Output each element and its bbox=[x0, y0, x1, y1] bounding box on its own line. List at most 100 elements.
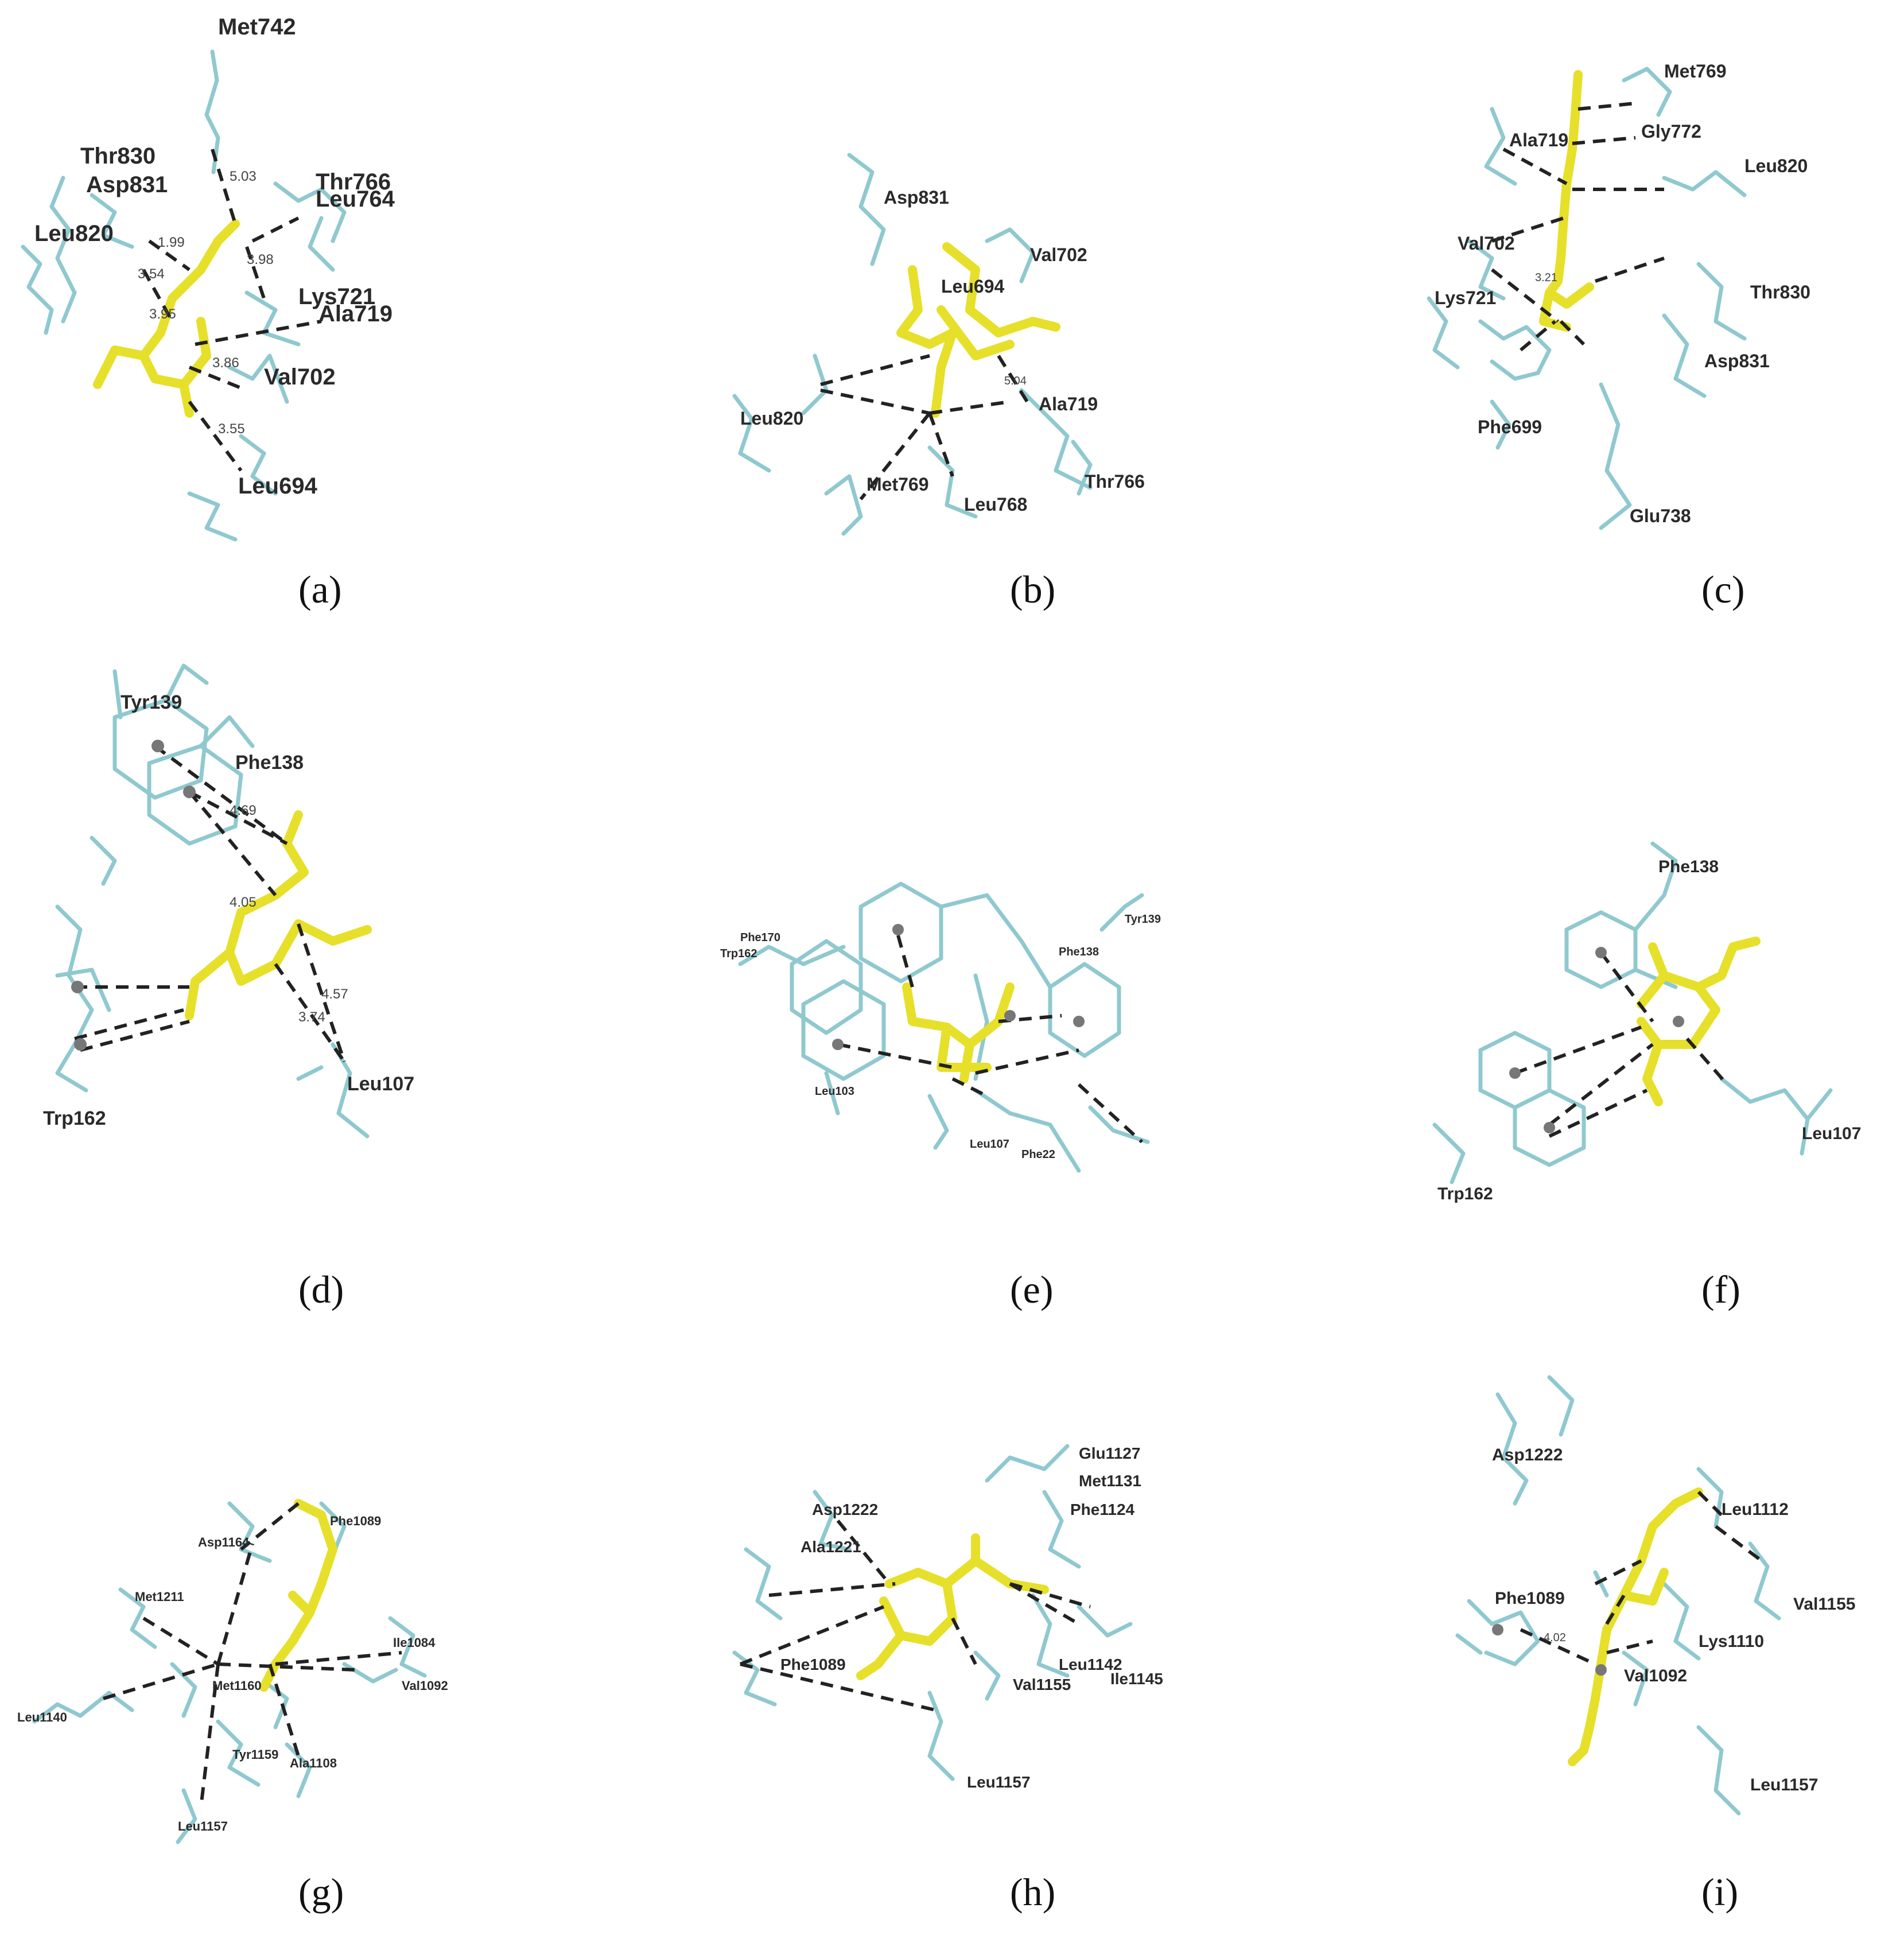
distance-label: 3.98 bbox=[247, 252, 274, 267]
residue-label: Asp1222 bbox=[812, 1501, 878, 1518]
residue-label: Ala1108 bbox=[290, 1756, 337, 1770]
residue-label: Leu764 bbox=[316, 186, 395, 212]
residue-label: Lys1110 bbox=[1699, 1632, 1764, 1651]
residue-label: Val1092 bbox=[402, 1678, 448, 1693]
residue-label: Val1155 bbox=[1793, 1595, 1855, 1614]
ligand bbox=[856, 1533, 1049, 1680]
residue-label: Leu1140 bbox=[17, 1710, 67, 1724]
residue-label: Leu107 bbox=[347, 1073, 414, 1095]
ligand bbox=[902, 982, 1015, 1083]
residue-label: Leu107 bbox=[1802, 1124, 1861, 1143]
residue-sticks bbox=[21, 49, 347, 542]
residue-sticks bbox=[1427, 67, 1747, 530]
residue-label: Met769 bbox=[866, 474, 929, 495]
distance-labels: 4.69 4.05 3.74 4.57 bbox=[230, 803, 348, 1025]
panel-label: (e) bbox=[1010, 1268, 1053, 1311]
ring-centroids bbox=[71, 740, 196, 1051]
residue-label: Leu107 bbox=[970, 1138, 1009, 1151]
residue-labels: Tyr139 Phe138 Trp162 Leu107 bbox=[43, 691, 414, 1129]
residue-label: Met769 bbox=[1664, 61, 1727, 81]
residue-label: Leu820 bbox=[1744, 156, 1808, 176]
residue-label: Asp1222 bbox=[1492, 1446, 1563, 1464]
residue-labels: Met742 Thr830 Asp831 Thr766 Leu764 Leu82… bbox=[34, 14, 395, 499]
residue-label: Ala1221 bbox=[801, 1538, 861, 1556]
residue-labels: Phe1089 Asp1164 Met1211 Ile1084 Met1160 … bbox=[17, 1514, 448, 1833]
distance-label: 3.95 bbox=[149, 306, 176, 322]
panel-i: Asp1222 Leu1112 Val1155 Phe1089 Lys1110 … bbox=[1455, 1375, 1855, 1914]
residue-labels: Phe170 Trp162 Tyr139 Phe138 Leu103 Leu10… bbox=[720, 913, 1161, 1161]
residue-label: Asp831 bbox=[86, 172, 168, 197]
residue-label: Glu1127 bbox=[1079, 1444, 1140, 1462]
residue-label: Phe138 bbox=[235, 752, 304, 774]
residue-labels: Asp1222 Leu1112 Val1155 Phe1089 Lys1110 … bbox=[1492, 1446, 1855, 1794]
residue-label: Met1211 bbox=[135, 1590, 184, 1604]
ring-centroids bbox=[1509, 947, 1684, 1133]
residue-label: Trp162 bbox=[1437, 1184, 1493, 1203]
panel-label: (g) bbox=[298, 1870, 344, 1914]
panel-label: (h) bbox=[1010, 1870, 1055, 1914]
residue-label: Trp162 bbox=[720, 947, 757, 960]
residue-sticks bbox=[732, 1444, 1133, 1781]
residue-label: Leu820 bbox=[34, 221, 114, 246]
residue-label: Leu1112 bbox=[1722, 1500, 1789, 1519]
residue-label: Ala719 bbox=[318, 301, 393, 327]
residue-label: Val1155 bbox=[1013, 1676, 1071, 1693]
panel-e: Phe170 Trp162 Tyr139 Phe138 Leu103 Leu10… bbox=[720, 881, 1161, 1311]
contacts bbox=[142, 149, 322, 472]
distance-label: 3.54 bbox=[138, 266, 165, 282]
residue-label: Thr766 bbox=[316, 169, 391, 195]
ligand bbox=[896, 242, 1060, 418]
ligand bbox=[185, 810, 372, 1020]
residue-label: Thr766 bbox=[1085, 471, 1145, 492]
distance-label: 5.03 bbox=[230, 169, 257, 184]
residue-label: Met1131 bbox=[1079, 1472, 1141, 1490]
residue-label: Leu103 bbox=[815, 1085, 854, 1098]
residue-label: Leu1157 bbox=[1750, 1775, 1818, 1794]
distance-label: 3.55 bbox=[218, 421, 245, 437]
contacts bbox=[1520, 1490, 1763, 1666]
contacts bbox=[103, 1502, 402, 1808]
residue-label: Gly772 bbox=[1641, 121, 1701, 142]
panel-d: Tyr139 Phe138 Trp162 Leu107 4.69 4.05 3.… bbox=[43, 663, 414, 1311]
distance-label: 5.04 bbox=[1004, 375, 1027, 387]
residue-label: Phe138 bbox=[1059, 946, 1099, 958]
residue-label: Phe1124 bbox=[1070, 1501, 1135, 1518]
panel-label: (c) bbox=[1701, 568, 1744, 611]
residue-labels: Glu1127 Met1131 Asp1222 Phe1124 Ala1221 … bbox=[780, 1444, 1163, 1791]
residue-label: Leu694 bbox=[941, 276, 1004, 297]
distance-label: 3.74 bbox=[298, 1009, 325, 1025]
residue-label: Phe170 bbox=[740, 931, 780, 944]
residue-label: Ala719 bbox=[1509, 130, 1568, 150]
residue-label: Ala719 bbox=[1039, 394, 1098, 414]
distance-labels: 3.21 bbox=[1535, 271, 1557, 284]
residue-label: Leu694 bbox=[238, 473, 318, 499]
residue-label: Phe138 bbox=[1658, 857, 1719, 876]
panel-g: Phe1089 Asp1164 Met1211 Ile1084 Met1160 … bbox=[17, 1499, 448, 1914]
panel-c: Met769 Ala719 Gly772 Leu820 Val702 Lys72… bbox=[1427, 61, 1810, 611]
contacts bbox=[1514, 951, 1729, 1138]
residue-label: Val1092 bbox=[1624, 1666, 1687, 1685]
ring-centroids bbox=[832, 924, 1085, 1050]
residue-label: Glu738 bbox=[1630, 506, 1691, 526]
residue-label: Lys721 bbox=[1435, 287, 1496, 308]
distance-label: 1.99 bbox=[158, 235, 185, 250]
residue-label: Met1160 bbox=[212, 1678, 262, 1693]
residue-label: Phe1089 bbox=[780, 1656, 846, 1673]
contacts bbox=[820, 354, 1029, 500]
ligand bbox=[1539, 70, 1594, 332]
residue-label: Trp162 bbox=[43, 1108, 106, 1129]
residue-label: Ile1145 bbox=[1110, 1670, 1163, 1688]
residue-label: Phe1089 bbox=[330, 1514, 381, 1528]
panel-label: (d) bbox=[298, 1268, 344, 1311]
residue-label: Thr830 bbox=[80, 143, 156, 169]
residue-label: Phe1089 bbox=[1495, 1589, 1565, 1608]
distance-label: 4.69 bbox=[230, 803, 257, 818]
residue-label: Val702 bbox=[1030, 244, 1087, 265]
ring-centroids bbox=[1492, 1624, 1607, 1676]
residue-sticks bbox=[1455, 1375, 1781, 1816]
distance-label: 3.86 bbox=[212, 355, 239, 371]
panel-label: (a) bbox=[298, 568, 341, 611]
contacts bbox=[74, 744, 346, 1063]
residue-sticks bbox=[32, 1501, 427, 1844]
